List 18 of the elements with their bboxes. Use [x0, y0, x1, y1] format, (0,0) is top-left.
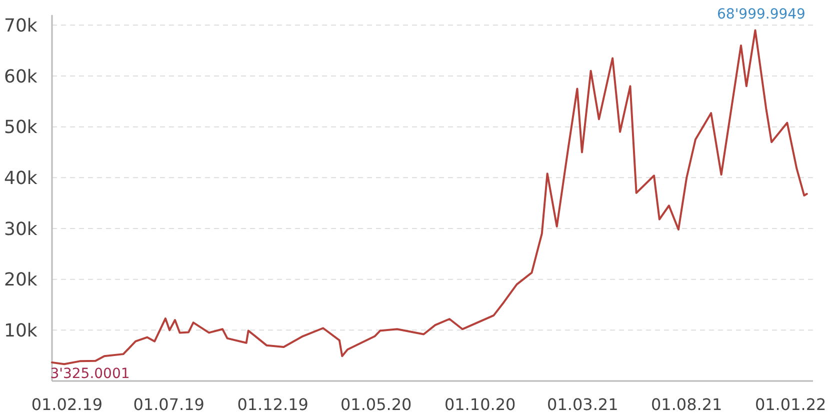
annotation: 68'999.9949 — [717, 6, 806, 22]
x-tick-label: 01.12.19 — [237, 395, 308, 414]
x-tick-label: 01.02.19 — [31, 395, 103, 414]
y-tick-label: 50k — [4, 117, 38, 138]
x-tick-label: 01.10.20 — [444, 395, 516, 414]
annotation: 3'325.0001 — [50, 366, 130, 382]
y-tick-label: 60k — [4, 66, 38, 88]
y-tick-label: 10k — [4, 320, 38, 342]
y-tick-label: 30k — [4, 218, 38, 240]
y-tick-label: 40k — [4, 168, 38, 189]
x-tick-label: 01.01.22 — [754, 395, 826, 414]
x-tick-label: 01.03.21 — [547, 395, 618, 414]
y-tick-label: 20k — [4, 270, 38, 291]
y-tick-label: 70k — [4, 15, 38, 36]
x-tick-label: 01.05.20 — [340, 395, 412, 414]
x-tick-label: 01.07.19 — [133, 395, 204, 414]
x-tick-label: 01.08.21 — [650, 395, 722, 414]
line-series — [51, 29, 808, 366]
